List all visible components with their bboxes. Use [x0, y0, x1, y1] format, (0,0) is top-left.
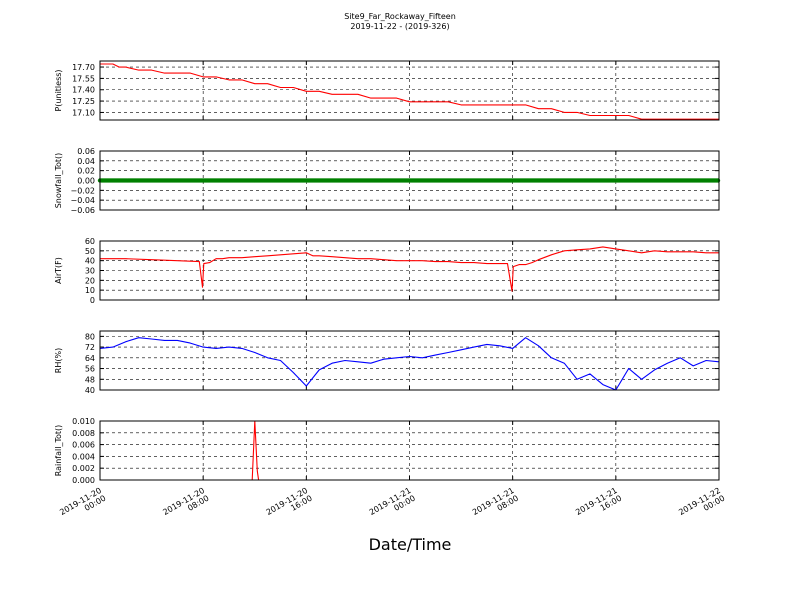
x-tick-label: 2019-11-2016:00 — [265, 486, 314, 525]
y-tick-label: 30 — [85, 267, 95, 276]
y-tick-label: 60 — [85, 237, 95, 246]
x-tick-label: 2019-11-2100:00 — [368, 486, 417, 525]
y-tick-label: 40 — [85, 257, 95, 266]
y-tick-label: 40 — [85, 386, 95, 395]
y-tick-label: 17.70 — [72, 63, 95, 72]
plot-frame — [99, 150, 720, 211]
plot-frame — [99, 420, 720, 481]
y-tick-label: 80 — [85, 332, 95, 341]
y-tick-label: 0.06 — [77, 147, 95, 156]
y-tick-label: 0.010 — [72, 417, 95, 426]
y-tick-label: 0.000 — [72, 476, 95, 485]
y-tick-label: 0.02 — [77, 167, 95, 176]
panel-snowfall: −0.06−0.04−0.020.000.020.040.06 Snowfall_… — [54, 147, 721, 215]
air-temperature-series-line — [100, 246, 719, 292]
y-tick-label: 20 — [85, 276, 95, 285]
x-tick-label: 2019-11-2200:00 — [677, 486, 726, 525]
y-tick-label: 72 — [85, 343, 95, 352]
x-tick-label: 2019-11-2116:00 — [574, 486, 623, 525]
y-tick-label: 0.006 — [72, 441, 95, 450]
chart-title: Site9_Far_Rockaway_Fifteen — [344, 12, 456, 21]
panel-rainfall: 0.000 0.002 0.004 0.006 0.008 0.010 Rainfall_T… — [54, 417, 720, 485]
y-tick-label: 17.25 — [72, 97, 95, 106]
y-tick-label: 0 — [90, 296, 95, 305]
y-tick-label: 0.004 — [72, 452, 95, 461]
x-tick-label: 2019-11-2108:00 — [471, 486, 520, 525]
y-tick-label: 17.10 — [72, 108, 95, 117]
pressure-series-line — [100, 63, 719, 120]
x-tick-label: 2019-11-2000:00 — [58, 486, 107, 525]
y-tick-label: 0.00 — [77, 177, 95, 186]
y-tick-label: 56 — [85, 365, 95, 374]
plot-frame — [99, 330, 720, 391]
y-tick-label: 64 — [85, 354, 95, 363]
chart-subtitle: 2019-11-22 - (2019-326) — [350, 22, 449, 31]
x-axis-label: Date/Time — [369, 535, 452, 554]
y-tick-label: 48 — [85, 375, 95, 384]
plot-frame — [99, 60, 720, 121]
y-tick-label: −0.06 — [70, 206, 95, 215]
y-tick-label: 0.04 — [77, 157, 95, 166]
y-tick-label: 0.008 — [72, 429, 95, 438]
y-tick-label: −0.04 — [70, 196, 95, 205]
panels: 17.10 17.25 17.40 17.55 17.70 P(unitless) −0.0… — [54, 60, 726, 525]
x-tick-label: 2019-11-2008:00 — [161, 486, 210, 525]
panel-pressure: 17.10 17.25 17.40 17.55 17.70 P(unitless) — [54, 60, 720, 121]
y-tick-label: 10 — [85, 286, 95, 295]
y-tick-label: 17.40 — [72, 86, 95, 95]
y-axis-label: Rainfall_Tot() — [54, 425, 63, 477]
data-point — [715, 178, 721, 183]
y-tick-label: 50 — [85, 247, 95, 256]
y-tick-label: 0.002 — [72, 464, 95, 473]
y-axis-label: AirT(F) — [54, 257, 63, 284]
y-tick-label: 17.55 — [72, 74, 95, 83]
y-tick-label: −0.02 — [70, 186, 95, 195]
plot-frame — [99, 240, 720, 301]
y-axis-label: Snowfall_Tot() — [54, 153, 63, 209]
y-axis-label: RH(%) — [54, 348, 63, 373]
y-axis-label: P(unitless) — [54, 69, 63, 111]
